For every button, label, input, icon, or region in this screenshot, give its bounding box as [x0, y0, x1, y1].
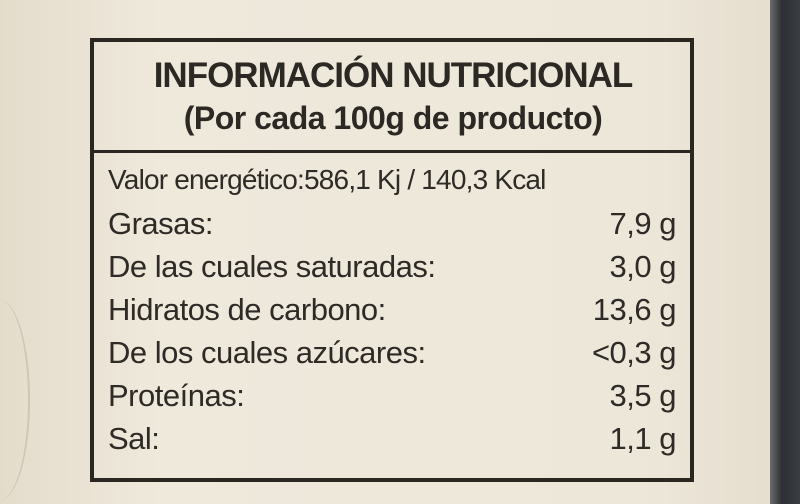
nutrient-name: Sal:	[108, 421, 160, 456]
nutrient-row: Grasas: 7,9 g	[108, 206, 677, 248]
nutrient-name: De los cuales azúcares:	[108, 335, 426, 370]
nutrient-row: De los cuales azúcares: <0,3 g	[108, 335, 677, 377]
package-edge	[770, 0, 800, 504]
nutrient-row: Hidratos de carbono: 13,6 g	[108, 292, 677, 334]
nutrient-value: 3,5 g	[609, 378, 677, 413]
label-subtitle: (Por cada 100g de producto)	[183, 100, 603, 136]
package-curve	[0, 300, 30, 500]
label-header: INFORMACIÓN NUTRICIONAL (Por cada 100g d…	[94, 42, 690, 153]
nutrient-value: <0,3 g	[591, 335, 677, 370]
nutrition-label: INFORMACIÓN NUTRICIONAL (Por cada 100g d…	[90, 38, 694, 482]
label-title: INFORMACIÓN NUTRICIONAL	[153, 56, 634, 95]
nutrient-value: 1,1 g	[609, 421, 677, 456]
nutrient-value: 3,0 g	[609, 249, 677, 284]
nutrient-name: Hidratos de carbono:	[108, 292, 386, 327]
nutrient-name: Proteínas:	[108, 378, 245, 413]
energy-value: Valor energético:586,1 Kj / 140,3 Kcal	[108, 164, 546, 195]
nutrient-row: Sal: 1,1 g	[108, 421, 677, 463]
nutrient-name: Grasas:	[108, 206, 214, 241]
nutrient-value: 7,9 g	[609, 206, 677, 241]
nutrient-row: Proteínas: 3,5 g	[108, 378, 677, 420]
nutrient-name: De las cuales saturadas:	[108, 249, 436, 284]
nutrient-value: 13,6 g	[592, 292, 677, 327]
nutrient-row: De las cuales saturadas: 3,0 g	[108, 249, 677, 291]
